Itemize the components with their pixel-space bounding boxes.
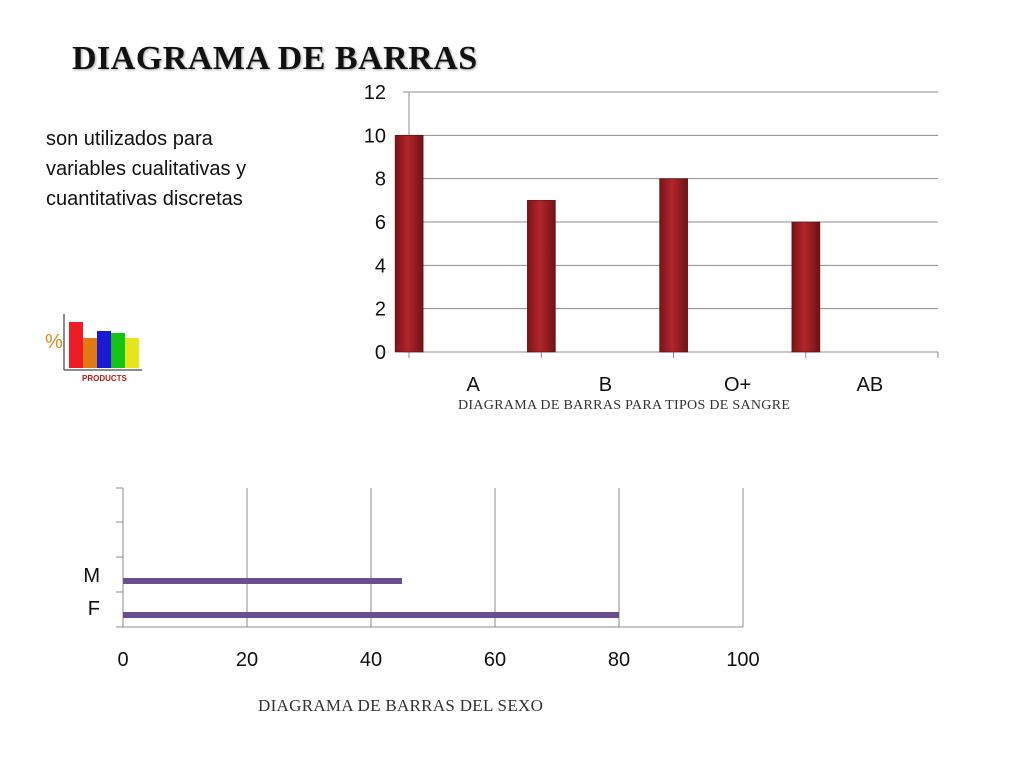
y-tick-label: 0 xyxy=(375,342,386,364)
x-tick-label: 40 xyxy=(360,649,382,671)
x-tick-label: O+ xyxy=(724,374,751,396)
blood-type-chart-caption: DIAGRAMA DE BARRAS PARA TIPOS DE SANGRE xyxy=(458,398,791,413)
bar-f xyxy=(123,612,619,618)
sex-chart-caption: DIAGRAMA DE BARRAS DEL SEXO xyxy=(258,696,544,715)
x-tick-label: A xyxy=(466,374,480,396)
y-tick-label: 4 xyxy=(375,255,386,277)
icon-percent-symbol: % xyxy=(45,331,63,353)
x-tick-label: 60 xyxy=(484,649,506,671)
x-tick-label: AB xyxy=(857,374,884,396)
bar-chart-products-icon: % PRODUCTS xyxy=(40,310,150,390)
x-tick-label: 0 xyxy=(117,649,128,671)
y-tick-label: F xyxy=(88,598,100,620)
slide-title: DIAGRAMA DE BARRAS xyxy=(72,40,478,77)
y-tick-label: M xyxy=(83,565,100,587)
description-text: son utilizados para variables cualitativ… xyxy=(46,128,247,210)
y-tick-label: 12 xyxy=(364,82,386,104)
y-tick-label: 6 xyxy=(375,212,386,234)
y-tick-label: 8 xyxy=(375,169,386,191)
bar-b xyxy=(527,200,556,353)
icon-products-label: PRODUCTS xyxy=(82,374,128,383)
y-tick-label: 10 xyxy=(364,125,386,147)
x-tick-label: 20 xyxy=(236,649,258,671)
bar-m xyxy=(123,578,402,584)
bar-ab xyxy=(791,221,821,353)
x-tick-label: 80 xyxy=(608,649,630,671)
bar-o-pos xyxy=(659,178,688,353)
x-tick-label: 100 xyxy=(726,649,759,671)
y-tick-label: 2 xyxy=(375,299,386,321)
x-tick-label: B xyxy=(599,374,612,396)
bar-a xyxy=(394,135,424,353)
